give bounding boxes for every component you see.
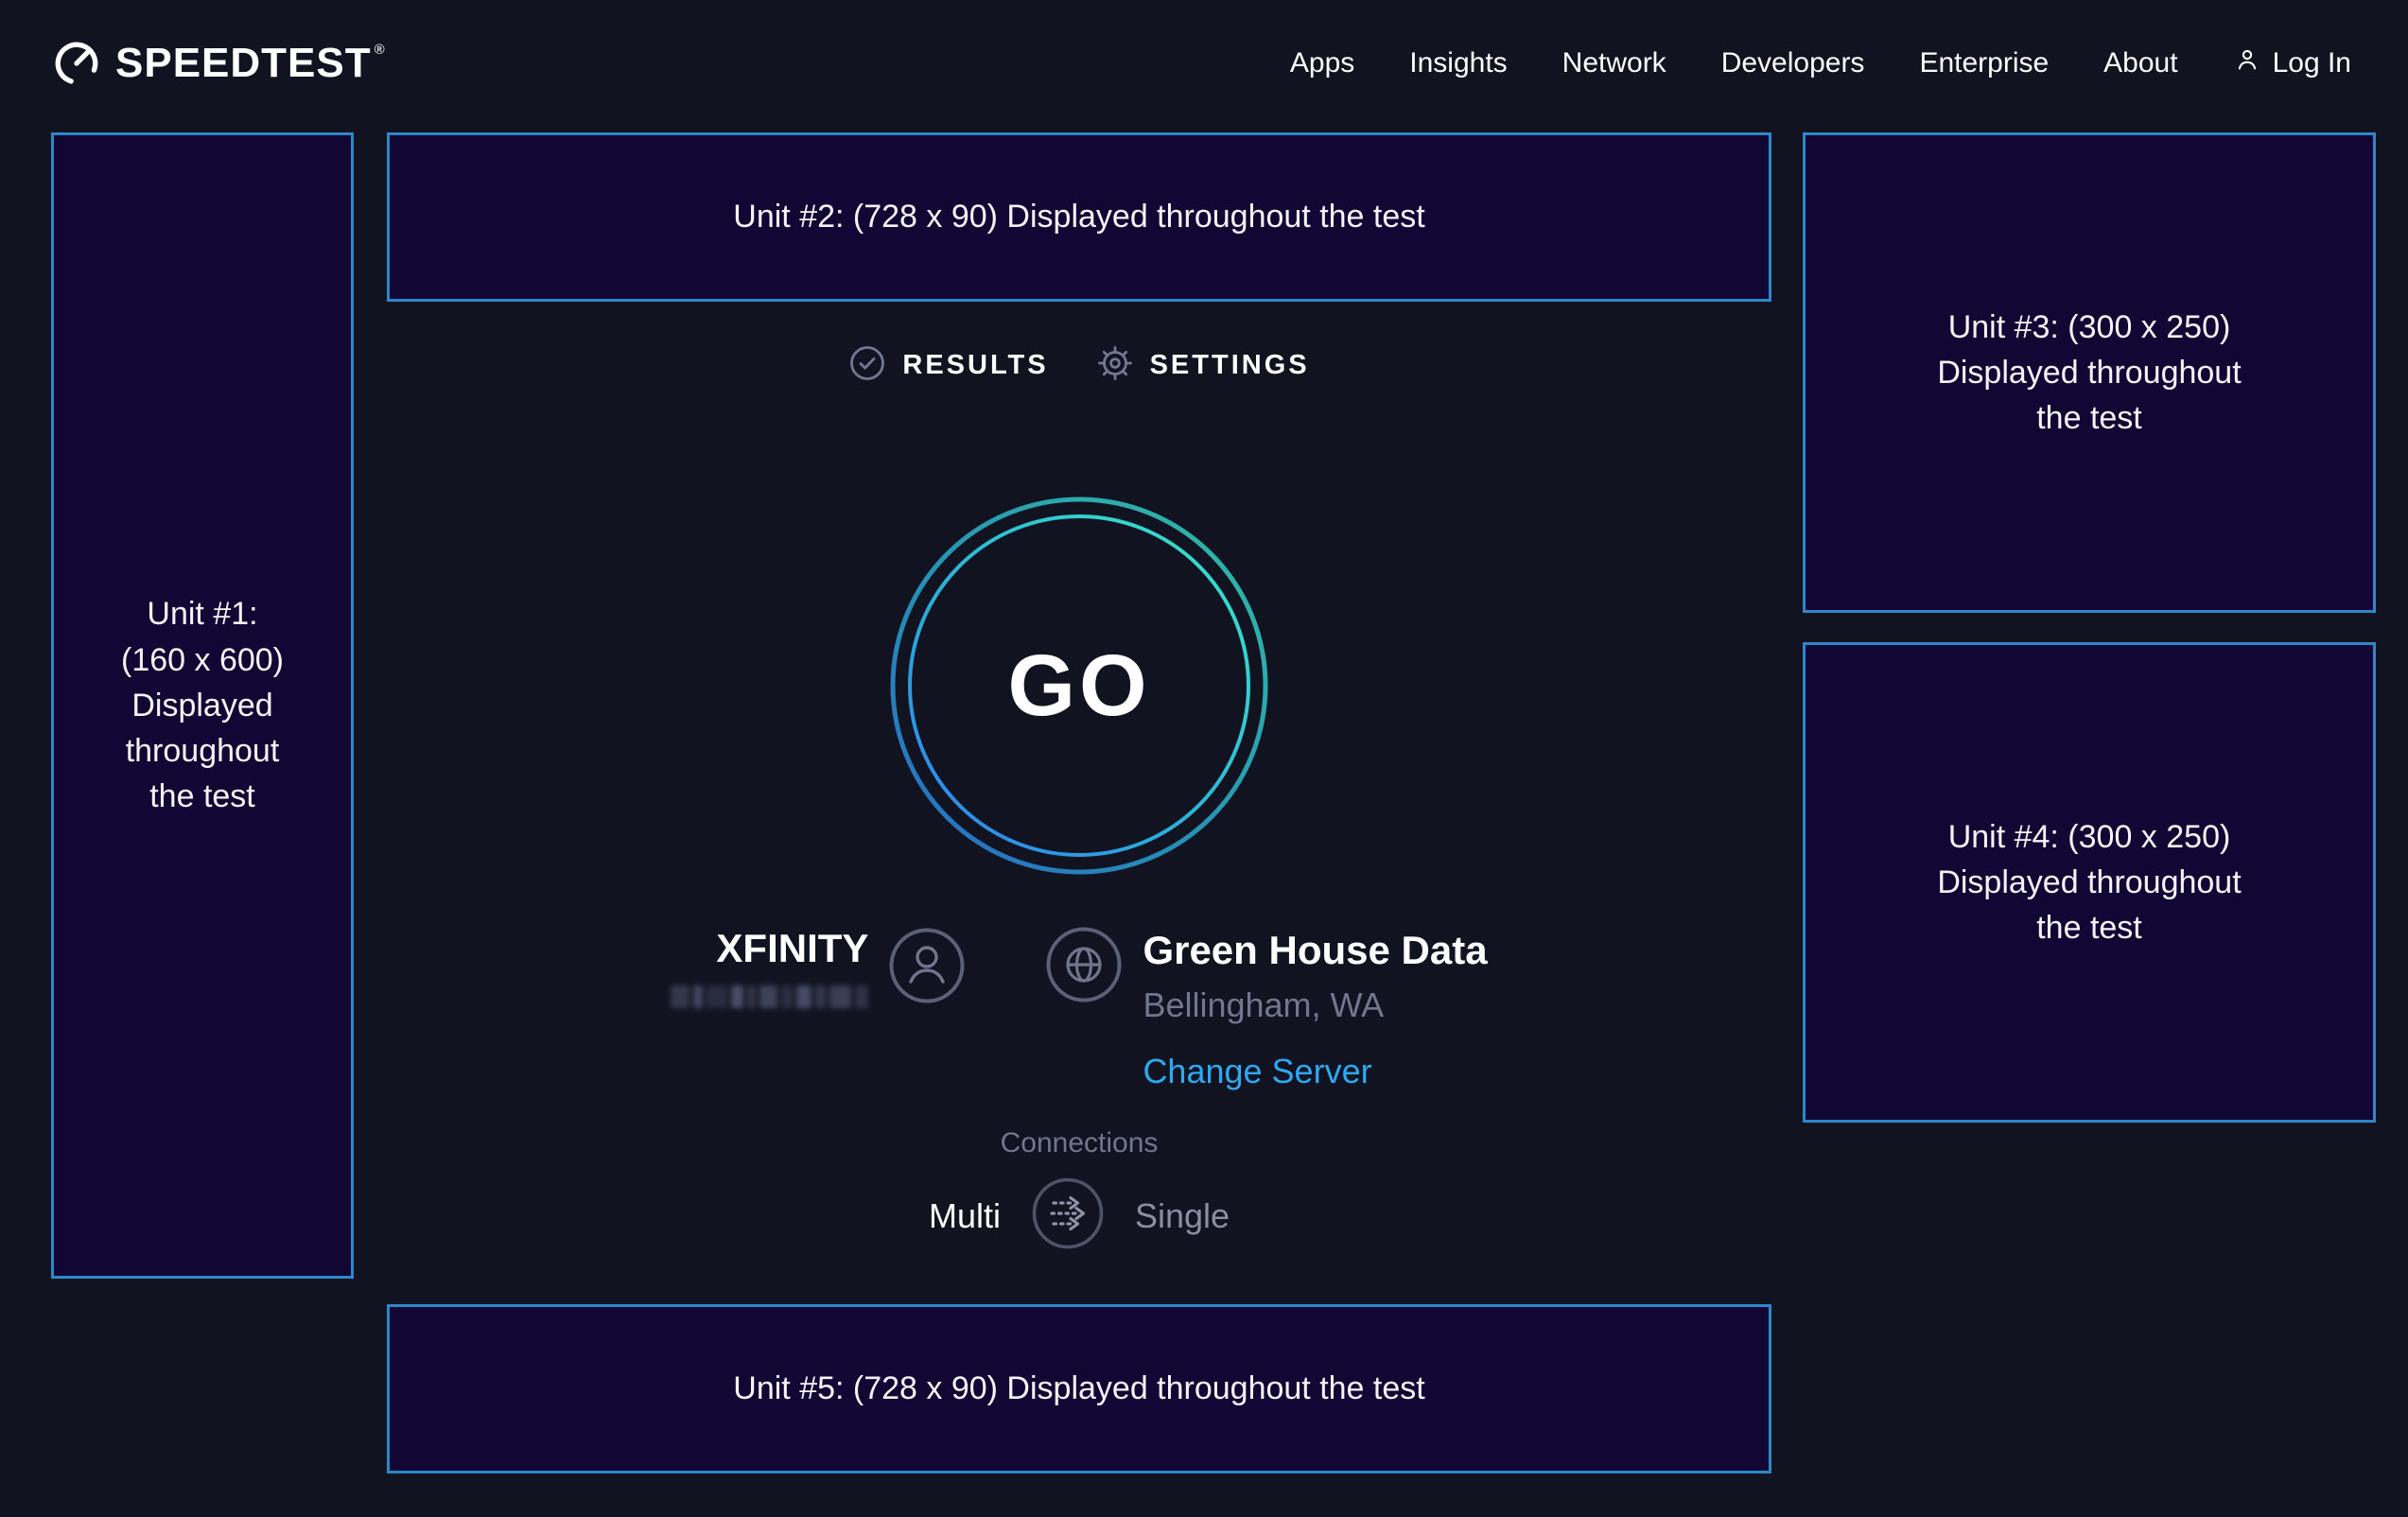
gauge-icon [51, 38, 102, 89]
connection-info-row: XFINITY [387, 926, 1771, 1091]
ad-text-line: Unit #1: [147, 596, 258, 633]
ad-text-line: Displayed throughout [1937, 863, 2242, 900]
ad-unit-2-728x90[interactable]: Unit #2: (728 x 90) Displayed throughout… [387, 132, 1771, 302]
main-nav: Apps Insights Network Developers Enterpr… [1290, 45, 2351, 81]
trademark-mark: ® [374, 42, 386, 58]
gear-icon [1096, 344, 1134, 387]
connections-section: Connections Multi Single [387, 1127, 1771, 1255]
ad-text-line: the test [2036, 400, 2142, 437]
speedtest-logo[interactable]: SPEEDTEST ® [51, 38, 386, 89]
ad-unit-4-300x250[interactable]: Unit #4: (300 x 250) Displayed throughou… [1803, 642, 2376, 1123]
nav-item-apps[interactable]: Apps [1289, 47, 1355, 78]
ad-text-line: the test [2036, 910, 2142, 947]
nav-item-enterprise[interactable]: Enterprise [1919, 47, 2050, 78]
server-location: Bellingham, WA [1143, 985, 1385, 1025]
globe-icon [1046, 927, 1122, 1007]
provider-group: XFINITY [671, 926, 965, 1009]
nav-item-network[interactable]: Network [1562, 47, 1666, 78]
user-icon [2233, 45, 2261, 81]
ad-text-line: Unit #2: (728 x 90) Displayed throughout… [733, 199, 1425, 235]
login-button[interactable]: Log In [2233, 45, 2351, 81]
header: SPEEDTEST ® Apps Insights Network Develo… [0, 0, 2408, 117]
ad-text-line: Unit #4: (300 x 250) [1947, 818, 2231, 855]
ad-text-line: Unit #5: (728 x 90) Displayed throughout… [733, 1370, 1425, 1407]
nav-item-developers[interactable]: Developers [1720, 47, 1865, 78]
tab-settings[interactable]: SETTINGS [1096, 344, 1310, 387]
ad-text-line: (160 x 600) [121, 641, 284, 678]
go-button[interactable]: GO [881, 487, 1278, 884]
ad-unit-3-300x250[interactable]: Unit #3: (300 x 250) Displayed throughou… [1803, 132, 2376, 613]
ad-text-line: Unit #3: (300 x 250) [1947, 308, 2231, 345]
server-name: Green House Data [1143, 928, 1488, 972]
ad-text-line: the test [149, 778, 255, 815]
ad-text-line: Displayed throughout [1937, 354, 2242, 391]
ad-unit-1-160x600[interactable]: Unit #1: (160 x 600) Displayed throughou… [51, 132, 354, 1279]
nav-item-about[interactable]: About [2103, 47, 2178, 78]
ad-text-line: throughout [125, 733, 280, 770]
multi-option[interactable]: Multi [928, 1195, 1001, 1235]
brand-wordmark: SPEEDTEST ® [115, 40, 386, 86]
nav-item-insights[interactable]: Insights [1409, 47, 1508, 78]
go-ring-gradient [890, 497, 1268, 875]
single-option[interactable]: Single [1134, 1195, 1230, 1235]
provider-user-icon [889, 928, 965, 1008]
check-circle-icon [848, 344, 886, 387]
provider-name: XFINITY [716, 926, 869, 970]
multi-single-toggle-icon[interactable] [1031, 1177, 1105, 1255]
ip-address-redacted [671, 985, 869, 1009]
connections-toggle: Multi Single [929, 1177, 1230, 1255]
connections-heading: Connections [1000, 1127, 1159, 1159]
server-group: Green House Data Bellingham, WA Change S… [1046, 927, 1488, 1091]
tab-results[interactable]: RESULTS [848, 344, 1048, 387]
ad-text-line: Displayed [131, 687, 273, 724]
ad-unit-5-728x90[interactable]: Unit #5: (728 x 90) Displayed throughout… [387, 1304, 1771, 1473]
change-server-link[interactable]: Change Server [1143, 1052, 1372, 1091]
go-label: GO [1007, 636, 1151, 734]
tabs-row: RESULTS SETTINGS [387, 337, 1771, 393]
